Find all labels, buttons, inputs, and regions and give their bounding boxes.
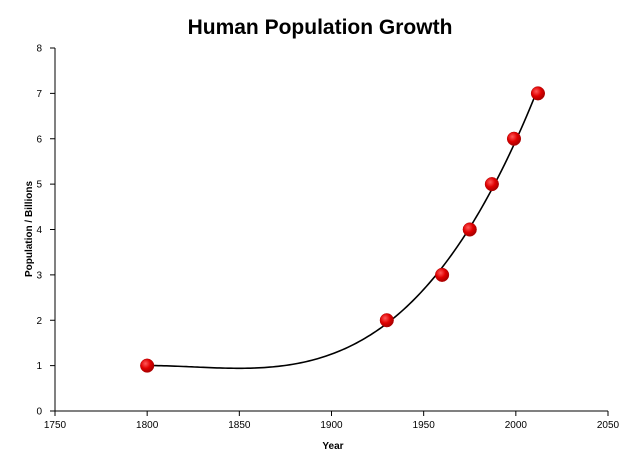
data-point <box>484 177 499 192</box>
y-tick-label: 5 <box>36 180 42 191</box>
x-axis-ticks: 1750 1800 1850 1900 1950 2000 2050 <box>44 411 620 431</box>
y-tick-label: 8 <box>36 44 42 55</box>
x-tick-label: 1850 <box>228 420 251 431</box>
chart-title: Human Population Growth <box>188 16 453 39</box>
x-axis-label: Year <box>322 441 343 452</box>
x-tick-label: 2000 <box>505 420 528 431</box>
y-axis-label: Population / Billions <box>24 181 35 278</box>
y-tick-label: 4 <box>36 225 42 236</box>
x-tick-label: 1900 <box>320 420 343 431</box>
data-point <box>379 313 394 328</box>
y-tick-label: 0 <box>36 407 42 418</box>
y-axis-ticks: 0 1 2 3 4 5 6 7 8 <box>36 44 55 418</box>
x-tick-label: 1750 <box>44 420 67 431</box>
x-tick-label: 1950 <box>413 420 436 431</box>
y-tick-label: 6 <box>36 134 42 145</box>
x-tick-label: 1800 <box>136 420 159 431</box>
y-tick-label: 1 <box>36 361 42 372</box>
data-point <box>462 222 477 237</box>
trendline <box>147 88 539 370</box>
y-tick-label: 2 <box>36 316 42 327</box>
x-tick-label: 2050 <box>597 420 620 431</box>
data-point <box>506 131 522 146</box>
y-tick-label: 7 <box>36 89 42 100</box>
y-tick-label: 3 <box>36 270 42 281</box>
data-point <box>435 267 450 282</box>
data-points <box>140 86 546 373</box>
data-point <box>530 86 546 101</box>
data-point <box>140 358 155 373</box>
